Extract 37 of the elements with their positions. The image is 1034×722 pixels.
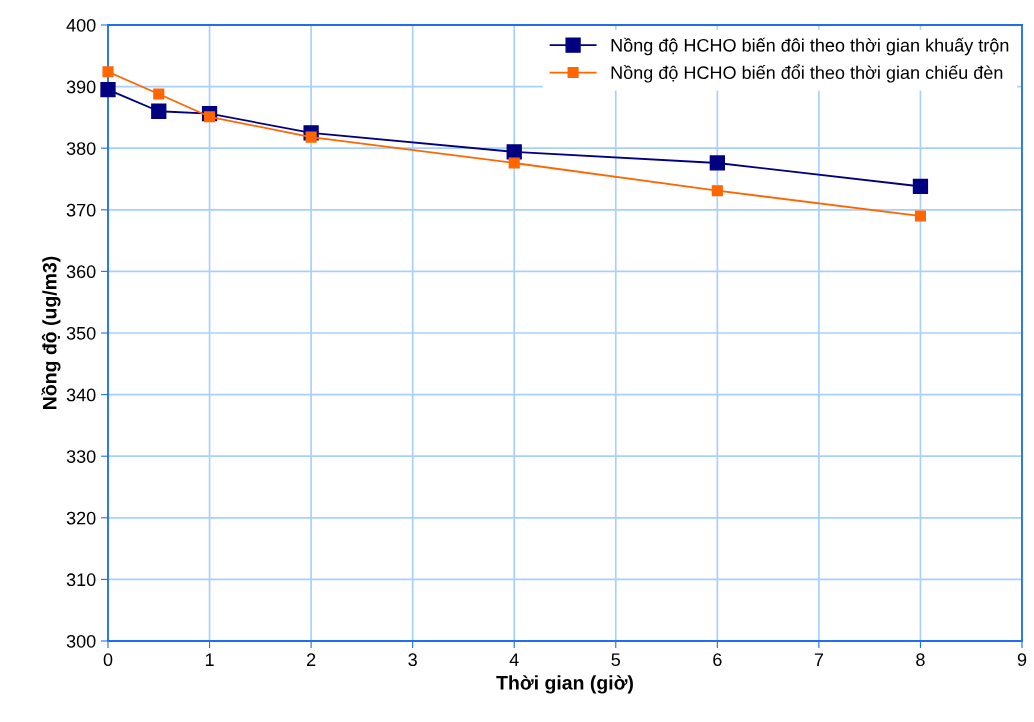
x-tick-label: 4 xyxy=(509,653,519,666)
point xyxy=(102,66,114,78)
legend-label: Nồng độ HCHO biến đôi theo thời gian khuấy trộn xyxy=(611,37,1009,56)
x-tick-label: 2 xyxy=(307,653,316,666)
x-tick-label: 5 xyxy=(611,653,621,667)
point xyxy=(912,178,929,195)
y-tick-label: 360 xyxy=(66,265,96,279)
point xyxy=(711,185,723,197)
y-tick-label: 380 xyxy=(66,142,96,155)
legend-label: Nồng độ HCHO biến đổi theo thời gian chiếu đèn xyxy=(611,64,1003,83)
y-tick-label: 330 xyxy=(66,450,96,463)
point xyxy=(305,131,317,143)
x-tick-label: 3 xyxy=(408,653,417,667)
point xyxy=(508,157,520,169)
x-tick-label: 9 xyxy=(1017,653,1027,667)
y-tick-label: 400 xyxy=(66,18,96,32)
y-tick-label: 320 xyxy=(66,511,96,525)
point xyxy=(100,82,116,98)
x-axis-title: Thời gian (giờ) xyxy=(496,675,633,694)
y-tick-label: 350 xyxy=(66,326,96,340)
x-tick-label: 6 xyxy=(713,653,722,667)
y-axis-title: Nồng độ (ug/m3) xyxy=(41,256,61,409)
y-tick-label: 300 xyxy=(66,634,96,648)
point xyxy=(709,155,725,171)
y-tick-label: 340 xyxy=(66,388,96,402)
x-tick-label: 7 xyxy=(814,653,823,666)
point xyxy=(506,144,522,160)
x-tick-label: 8 xyxy=(916,653,925,667)
point xyxy=(914,210,927,222)
y-tick-label: 370 xyxy=(66,203,96,217)
point xyxy=(153,88,165,100)
point xyxy=(203,111,216,123)
y-tick-label: 390 xyxy=(66,80,96,94)
point xyxy=(151,103,167,119)
x-tick-label: 0 xyxy=(103,653,113,667)
y-tick-label: 310 xyxy=(66,573,96,587)
x-tick-label: 1 xyxy=(205,653,214,666)
